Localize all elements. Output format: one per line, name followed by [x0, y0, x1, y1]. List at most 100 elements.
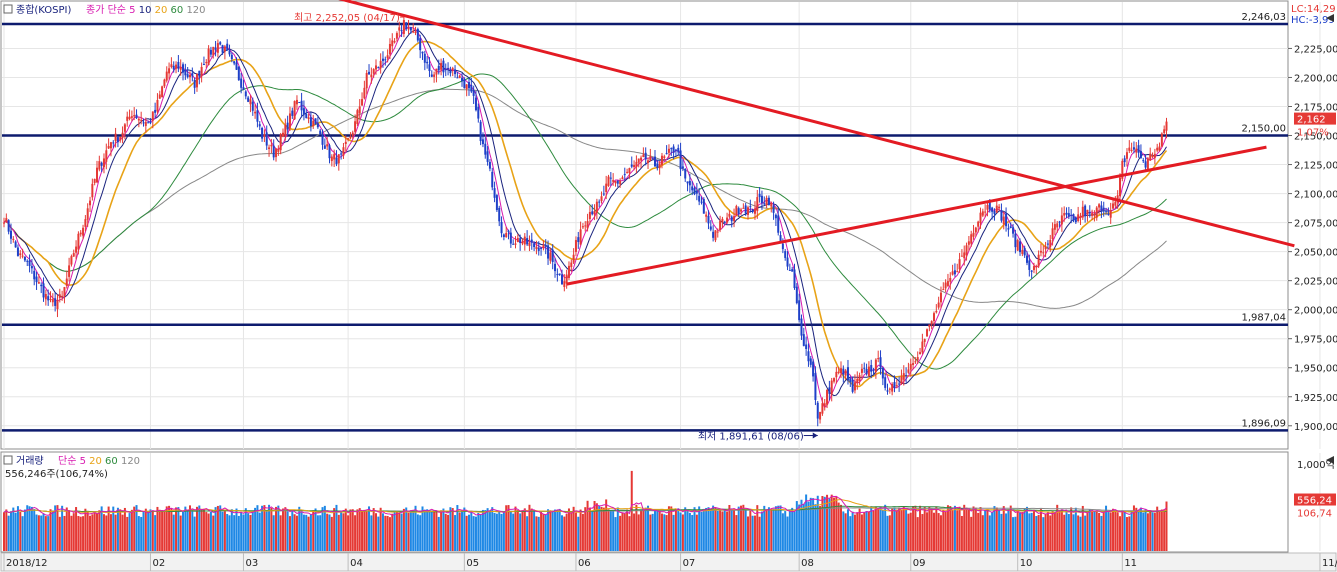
candle-body	[1044, 246, 1047, 250]
candle-body	[558, 273, 561, 275]
volume-legend-box-icon[interactable]	[3, 455, 13, 465]
candle-body	[742, 207, 745, 209]
candle-body	[333, 154, 336, 160]
axis-arrows	[1326, 14, 1334, 464]
volume-bar	[1070, 507, 1073, 551]
candle-body	[493, 188, 496, 198]
volume-bar	[79, 516, 82, 551]
candles	[3, 14, 1168, 427]
ma60-line	[3, 73, 1167, 370]
price-legend-title: 종합(KOSPI)	[16, 4, 72, 16]
volume-bar	[749, 510, 752, 551]
candle-body	[677, 147, 680, 153]
volume-bar	[335, 504, 338, 551]
volume-bar	[1072, 514, 1075, 551]
volume-bar	[242, 514, 245, 551]
volume-bar	[128, 513, 131, 551]
volume-bar	[1021, 512, 1024, 551]
volume-bar	[995, 507, 998, 551]
candle-body	[877, 358, 880, 360]
volume-bar	[537, 516, 540, 551]
legend-period: 60	[171, 5, 187, 16]
volume-bar	[202, 508, 205, 551]
candle-body	[302, 108, 305, 115]
candle-body	[98, 161, 101, 170]
date-label: 02	[152, 558, 165, 569]
volume-bar	[1014, 516, 1017, 551]
volume-bar	[998, 509, 1001, 551]
candle-body	[242, 87, 245, 90]
candle-body	[863, 367, 866, 369]
price-tick-label: 2,225,00	[1294, 44, 1337, 55]
volume-bar	[395, 510, 398, 551]
candle-body	[437, 65, 440, 71]
volume-bar	[77, 515, 80, 551]
volume-bar	[349, 509, 352, 551]
volume-bar	[858, 508, 861, 551]
volume-bar	[96, 513, 98, 551]
volume-bar	[1158, 511, 1161, 551]
candle-body	[1156, 147, 1159, 151]
volume-bar	[935, 506, 938, 551]
volume-bar	[1035, 516, 1038, 551]
volume-bar	[288, 516, 291, 551]
volume-bar	[1098, 512, 1101, 551]
volume-bar	[121, 514, 124, 551]
volume-bar	[958, 506, 961, 551]
date-label: 03	[245, 558, 258, 569]
volume-bar	[747, 516, 749, 551]
candle-body	[672, 146, 675, 153]
volume-bar	[953, 505, 956, 551]
candle-body	[1019, 241, 1022, 253]
candle-body	[1135, 148, 1138, 153]
candle-body	[26, 260, 29, 262]
volume-bar	[588, 508, 591, 551]
candle-body	[840, 368, 842, 374]
volume-bar	[477, 512, 480, 551]
candle-body	[756, 197, 759, 212]
volume-bar	[254, 507, 257, 551]
volume-bar	[779, 505, 782, 551]
candle-body	[84, 219, 87, 227]
volume-bar	[986, 509, 989, 551]
volume-bar	[777, 505, 780, 551]
candle-body	[686, 181, 689, 184]
candle-body	[542, 245, 545, 248]
volume-bar	[877, 508, 880, 551]
candle-body	[688, 180, 691, 186]
volume-bar	[237, 515, 240, 551]
price-legend-box-icon[interactable]	[3, 4, 13, 14]
candle-body	[96, 167, 98, 183]
volume-bar	[1077, 515, 1080, 551]
candle-body	[900, 376, 903, 384]
volume-bar	[307, 516, 310, 551]
candle-body	[777, 215, 780, 233]
date-label: 05	[466, 558, 479, 569]
candle-body	[340, 153, 343, 155]
volume-bar	[514, 506, 517, 551]
candle-body	[933, 313, 935, 322]
date-label: 06	[578, 558, 591, 569]
candle-body	[226, 43, 229, 50]
volume-bar	[414, 505, 417, 551]
volume-bar	[454, 515, 457, 551]
candle-body	[256, 110, 259, 122]
volume-bar	[605, 499, 608, 551]
volume-bar	[407, 512, 410, 551]
volume-bar	[705, 507, 708, 551]
candle-body	[244, 91, 247, 97]
candle-body	[570, 262, 573, 268]
candle-body	[395, 33, 398, 39]
volume-bar	[258, 512, 261, 551]
volume-bar	[730, 508, 733, 551]
candle-body	[3, 222, 5, 224]
candle-body	[593, 211, 596, 215]
volume-bar	[693, 507, 696, 551]
candle-body	[786, 257, 789, 267]
candle-body	[119, 137, 122, 141]
volume-bar	[793, 511, 796, 551]
candle-body	[737, 208, 740, 214]
volume-bar	[530, 508, 533, 551]
candle-body	[707, 215, 710, 224]
volume-bar	[821, 495, 824, 551]
